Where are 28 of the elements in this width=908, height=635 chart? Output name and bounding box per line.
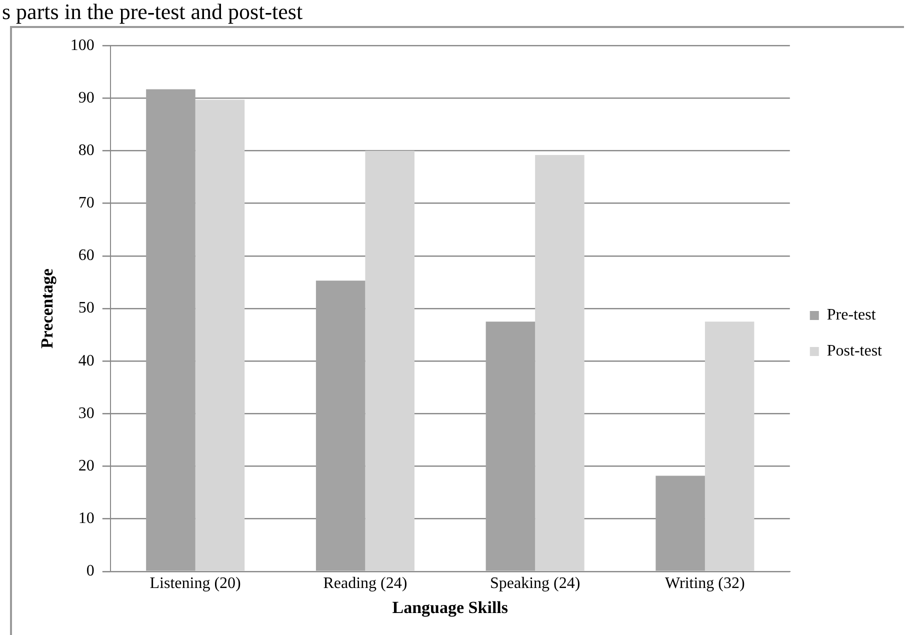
bar <box>486 322 536 571</box>
y-tick-label: 20 <box>78 457 94 474</box>
y-tick-label: 50 <box>78 300 94 317</box>
y-tick-label: 60 <box>78 247 94 264</box>
x-tick-label: Reading (24) <box>323 575 408 592</box>
x-tick-label: Speaking (24) <box>490 575 580 592</box>
y-tick-label: 40 <box>78 352 94 370</box>
bar <box>195 100 245 571</box>
x-axis-title: Language Skills <box>392 598 508 618</box>
y-tick-label: 90 <box>78 89 94 106</box>
bar <box>316 280 366 571</box>
y-tick-label: 0 <box>86 562 94 580</box>
bar <box>146 89 196 571</box>
y-axis-title: Precentage <box>38 268 57 348</box>
x-tick-label: Writing (32) <box>665 575 745 592</box>
bar <box>656 476 705 571</box>
chart-title: s parts in the pre-test and post-test <box>2 0 303 25</box>
y-tick-label: 100 <box>70 36 94 54</box>
x-tick-label: Listening (20) <box>150 575 241 592</box>
y-tick-label: 80 <box>78 142 94 159</box>
bar <box>535 154 584 571</box>
y-tick-label: 30 <box>78 404 94 422</box>
y-tick-label: 10 <box>78 510 94 528</box>
bar <box>365 150 414 571</box>
y-tick-label: 70 <box>78 194 94 212</box>
legend-label: Pre-test <box>826 306 876 324</box>
bar <box>704 322 754 571</box>
legend-label: Post-test <box>826 342 883 360</box>
